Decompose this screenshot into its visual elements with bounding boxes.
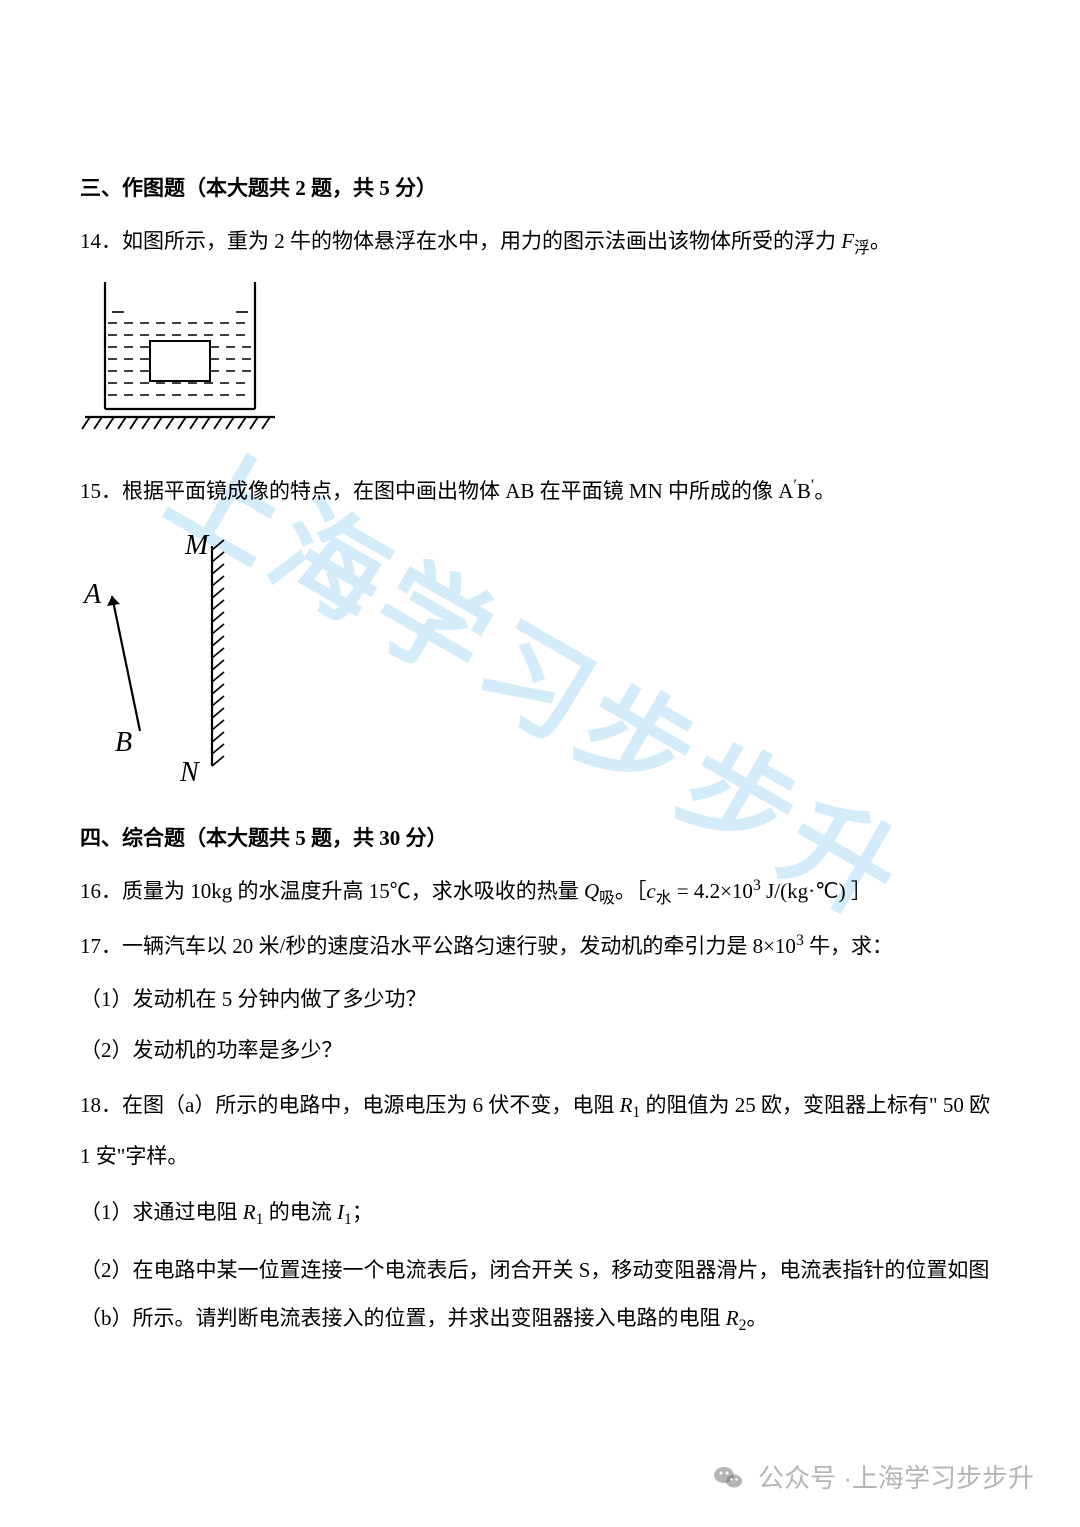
label-B: B [115, 727, 132, 758]
q15-text: 根据平面镜成像的特点，在图中画出物体 AB 在平面镜 MN 中所成的像 A [122, 479, 793, 503]
q16-q-sub: 吸 [599, 890, 615, 907]
section-3-heading: 三、作图题（本大题共 2 题，共 5 分） [80, 168, 1000, 209]
question-14: 14．如图所示，重为 2 牛的物体悬浮在水中，用力的图示法画出该物体所受的浮力 … [80, 221, 1000, 265]
q18-part-a: 在图（a）所示的电路中，电源电压为 6 伏不变，电阻 [122, 1093, 620, 1117]
q16-number: 16． [80, 879, 122, 903]
q17-sub1: （1）发动机在 5 分钟内做了多少功？ [80, 979, 1000, 1020]
q17-sub2: （2）发动机的功率是多少？ [80, 1030, 1000, 1071]
q18-sub1-a: （1）求通过电阻 [80, 1200, 243, 1224]
section-4-heading: 四、综合题（本大题共 5 题，共 30 分） [80, 818, 1000, 859]
q15-b: B [797, 479, 811, 503]
q18-r1-symbol: R [620, 1093, 633, 1117]
question-16: 16．质量为 10kg 的水温度升高 15℃，求水吸收的热量 Q吸。［c水 = … [80, 871, 1000, 915]
question-15: 15．根据平面镜成像的特点，在图中画出物体 AB 在平面镜 MN 中所成的像 A… [80, 471, 1000, 512]
q16-c-sub: 水 [656, 890, 672, 907]
label-N: N [179, 757, 200, 786]
q16-unit: J/(kg·℃) ］ [761, 879, 872, 903]
q18-number: 18． [80, 1093, 122, 1117]
figure-15-svg: M [80, 526, 300, 786]
q14-force-sub: 浮 [854, 240, 870, 257]
figure-14 [80, 279, 1000, 453]
wechat-icon [712, 1461, 744, 1493]
q14-number: 14． [80, 229, 122, 253]
q18-i-symbol: I [337, 1200, 344, 1224]
q16-prefix: 质量为 10kg 的水温度升高 15℃，求水吸收的热量 [122, 879, 584, 903]
figure-15: M [80, 526, 1000, 800]
question-17: 17．一辆汽车以 20 米/秒的速度沿水平公路匀速行驶，发动机的牵引力是 8×1… [80, 926, 1000, 967]
q16-eq: = 4.2×10 [672, 879, 753, 903]
q14-end: 。 [870, 229, 891, 253]
q17-text: 一辆汽车以 20 米/秒的速度沿水平公路匀速行驶，发动机的牵引力是 8×10 [122, 934, 796, 958]
footer-name: 上海学习步步升 [852, 1458, 1034, 1495]
q18-i-sub: 1 [344, 1211, 352, 1228]
q17-number: 17． [80, 934, 122, 958]
q17-suffix: 牛，求： [804, 934, 893, 958]
q14-force-symbol: F [841, 229, 854, 253]
q18-sub2: （2）在电路中某一位置连接一个电流表后，闭合开关 S，移动变阻器滑片，电流表指针… [80, 1246, 1000, 1345]
q16-mid: 。［ [615, 879, 647, 903]
q18-sub1-b: 的电流 [263, 1200, 337, 1224]
footer-brand: 公众号 · 上海学习步步升 [712, 1458, 1034, 1495]
question-18: 18．在图（a）所示的电路中，电源电压为 6 伏不变，电阻 R1 的阻值为 25… [80, 1081, 1000, 1180]
q18-sub1-r-symbol: R [243, 1200, 256, 1224]
label-A: A [82, 579, 102, 610]
q18-sub1: （1）求通过电阻 R1 的电流 I1； [80, 1192, 1000, 1236]
q16-exp: 3 [753, 877, 761, 894]
label-M: M [184, 530, 210, 561]
q18-sub2-end: 。 [746, 1306, 767, 1330]
q18-sub2-text: （2）在电路中某一位置连接一个电流表后，闭合开关 S，移动变阻器滑片，电流表指针… [80, 1258, 989, 1330]
q16-q-symbol: Q [584, 879, 599, 903]
q16-c-symbol: c [646, 879, 655, 903]
page-content: 三、作图题（本大题共 2 题，共 5 分） 14．如图所示，重为 2 牛的物体悬… [0, 0, 1080, 1415]
q15-end: 。 [814, 479, 835, 503]
q18-r2-symbol: R [726, 1306, 739, 1330]
figure-14-svg [80, 279, 280, 439]
q18-sub1-c: ； [352, 1200, 373, 1224]
q15-number: 15． [80, 479, 122, 503]
q17-exp: 3 [796, 932, 804, 949]
footer-prefix: 公众号 · [758, 1458, 852, 1495]
q14-text: 如图所示，重为 2 牛的物体悬浮在水中，用力的图示法画出该物体所受的浮力 [122, 229, 841, 253]
